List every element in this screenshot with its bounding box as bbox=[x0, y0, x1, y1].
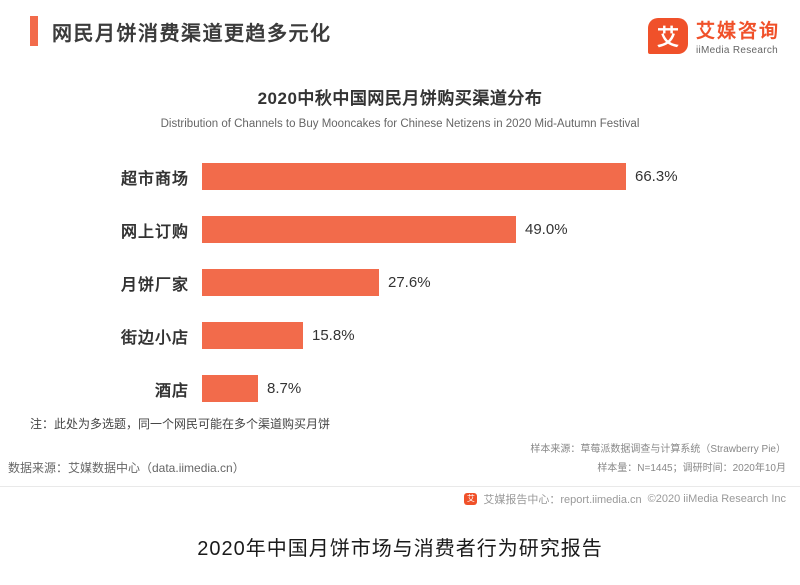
logo-name-en: iiMedia Research bbox=[695, 45, 779, 56]
report-page: 网民月饼消费渠道更趋多元化 艾 艾媒咨询 iiMedia Research 20… bbox=[0, 0, 800, 560]
bar-value-label: 27.6% bbox=[388, 274, 431, 291]
bar-category-label: 月饼厂家 bbox=[120, 276, 189, 294]
bar-row: 超市商场 66.3% bbox=[30, 150, 800, 203]
sample-info-block: 样本来源：草莓派数据调查与计算系统（Strawberry Pie） 样本量：N=… bbox=[530, 440, 786, 478]
bar-category-label: 酒店 bbox=[154, 382, 189, 400]
bar-category-label: 街边小店 bbox=[120, 329, 189, 347]
bar-category-label: 网上订购 bbox=[120, 223, 189, 241]
iimedia-logo-text: 艾媒咨询 iiMedia Research bbox=[696, 16, 780, 56]
data-source: 数据来源：艾媒数据中心（data.iimedia.cn） bbox=[8, 461, 245, 475]
footer-report-center: 艾媒报告中心：report.iimedia.cn bbox=[483, 493, 642, 506]
iimedia-logo: 艾 艾媒咨询 iiMedia Research bbox=[647, 16, 780, 56]
bar-value-label: 49.0% bbox=[525, 221, 568, 238]
multi-select-note: 注：此处为多选题，同一个网民可能在多个渠道购买月饼 bbox=[30, 417, 331, 431]
report-caption: 2020年中国月饼市场与消费者行为研究报告 bbox=[197, 538, 603, 560]
chart-subtitle: Distribution of Channels to Buy Mooncake… bbox=[160, 118, 640, 130]
sample-size: 样本量：N=1445；调研时间：2020年10月 bbox=[597, 463, 786, 474]
title-accent-bar bbox=[30, 16, 38, 46]
iimedia-footer-icon: 艾 bbox=[464, 492, 478, 505]
sources-row: 数据来源：艾媒数据中心（data.iimedia.cn） 样本来源：草莓派数据调… bbox=[0, 432, 800, 478]
bar-value-label: 8.7% bbox=[267, 380, 302, 397]
bar bbox=[202, 216, 516, 243]
logo-name-cn: 艾媒咨询 bbox=[695, 21, 780, 42]
bar-row: 酒店 8.7% bbox=[30, 362, 800, 415]
footer-bar: 艾 艾媒报告中心：report.iimedia.cn ©2020 iiMedia… bbox=[0, 486, 800, 510]
bar-value-label: 15.8% bbox=[312, 327, 355, 344]
bar-row: 月饼厂家 27.6% bbox=[30, 256, 800, 309]
bar-row: 网上订购 49.0% bbox=[30, 203, 800, 256]
sample-source: 样本来源：草莓派数据调查与计算系统（Strawberry Pie） bbox=[530, 444, 786, 455]
bar-chart: 超市商场 66.3% 网上订购 49.0% 月饼厂家 27.6% 街边小店 15.8% 酒店 8.… bbox=[0, 150, 800, 415]
bar bbox=[202, 269, 379, 296]
bar bbox=[202, 322, 303, 349]
chart-title: 2020中秋中国网民月饼购买渠道分布 bbox=[257, 89, 543, 108]
bar-row: 街边小店 15.8% bbox=[30, 309, 800, 362]
iimedia-logo-icon: 艾 bbox=[647, 18, 688, 54]
footer-copyright: ©2020 iiMedia Research Inc bbox=[647, 492, 786, 505]
bar bbox=[202, 163, 626, 190]
title-block: 网民月饼消费渠道更趋多元化 bbox=[30, 16, 332, 46]
bar bbox=[202, 375, 258, 402]
bar-value-label: 66.3% bbox=[635, 168, 678, 185]
bar-category-label: 超市商场 bbox=[120, 170, 189, 188]
header: 网民月饼消费渠道更趋多元化 艾 艾媒咨询 iiMedia Research bbox=[0, 0, 800, 56]
page-title: 网民月饼消费渠道更趋多元化 bbox=[52, 22, 332, 45]
